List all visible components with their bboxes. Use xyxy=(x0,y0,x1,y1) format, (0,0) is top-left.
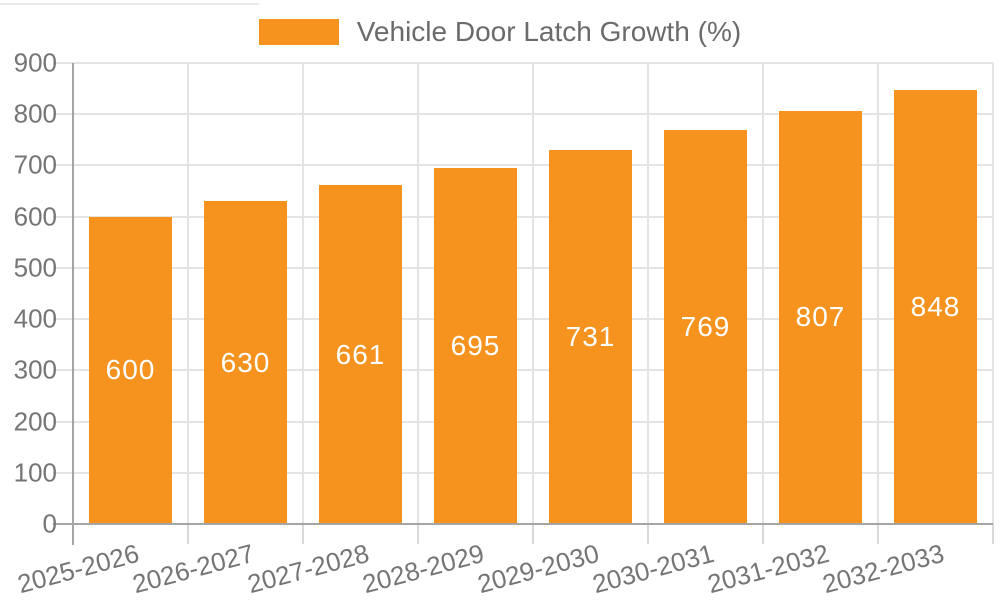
y-tick-mark xyxy=(53,266,73,269)
x-tick-label: 2028-2029 xyxy=(359,538,488,600)
x-axis-line xyxy=(53,523,993,525)
x-tick-mark xyxy=(877,524,879,544)
y-tick-label: 600 xyxy=(13,201,57,232)
y-tick-mark xyxy=(53,164,73,167)
bar-value-label: 848 xyxy=(910,290,961,322)
x-tick-label: 2026-2027 xyxy=(129,538,258,600)
bar-2027-2028: 661 xyxy=(319,185,402,524)
x-tick-mark xyxy=(532,524,534,544)
x-tick-mark xyxy=(417,524,419,544)
x-tick-label: 2030-2031 xyxy=(589,538,718,600)
bar-value-label: 630 xyxy=(220,346,271,378)
bar-2030-2031: 769 xyxy=(664,130,747,524)
bar-2032-2033: 848 xyxy=(894,89,977,524)
legend: Vehicle Door Latch Growth (%) xyxy=(0,16,1000,48)
bar-value-label: 695 xyxy=(450,329,501,361)
y-tick-mark xyxy=(53,215,73,218)
top-border-line xyxy=(0,3,259,5)
bar-2026-2027: 630 xyxy=(204,201,287,524)
bar-value-label: 661 xyxy=(335,338,386,370)
y-tick-label: 0 xyxy=(42,508,57,539)
bar-value-label: 731 xyxy=(565,320,616,352)
y-tick-label: 700 xyxy=(13,149,57,180)
bar-2031-2032: 807 xyxy=(779,110,862,524)
x-gridline xyxy=(417,63,419,524)
bar-value-label: 600 xyxy=(105,354,156,386)
bar-2025-2026: 600 xyxy=(89,216,172,524)
bar-2028-2029: 695 xyxy=(434,168,517,524)
bar-2029-2030: 731 xyxy=(549,149,632,524)
y-tick-label: 200 xyxy=(13,406,57,437)
y-tick-mark xyxy=(53,369,73,372)
y-tick-label: 300 xyxy=(13,354,57,385)
legend-swatch-icon xyxy=(258,19,339,45)
bar-value-label: 807 xyxy=(795,301,846,333)
y-tick-mark xyxy=(53,62,73,64)
x-gridline xyxy=(992,63,994,524)
x-tick-mark xyxy=(762,524,764,544)
x-gridline xyxy=(302,63,304,524)
x-tick-label: 2025-2026 xyxy=(14,538,143,600)
x-tick-mark xyxy=(302,524,304,544)
y-tick-label: 800 xyxy=(13,98,57,129)
x-gridline xyxy=(762,63,764,524)
plot-area: 600 630 661 695 731 769 807 848 xyxy=(73,62,994,524)
y-tick-label: 100 xyxy=(13,457,57,488)
y-tick-label: 900 xyxy=(13,47,57,78)
y-tick-label: 400 xyxy=(13,303,57,334)
x-gridline xyxy=(532,63,534,524)
y-tick-mark xyxy=(53,318,73,321)
x-gridline xyxy=(647,63,649,524)
x-tick-label: 2031-2032 xyxy=(704,538,833,600)
x-tick-mark xyxy=(187,524,189,544)
y-tick-mark xyxy=(53,420,73,423)
x-gridline xyxy=(877,63,879,524)
x-tick-mark xyxy=(647,524,649,544)
x-tick-label: 2027-2028 xyxy=(244,538,373,600)
y-tick-mark xyxy=(53,113,73,116)
x-tick-label: 2032-2033 xyxy=(819,538,948,600)
legend-label: Vehicle Door Latch Growth (%) xyxy=(356,16,742,47)
bar-value-label: 769 xyxy=(680,311,731,343)
y-axis-line xyxy=(72,63,74,545)
y-tick-label: 500 xyxy=(13,252,57,283)
x-tick-mark xyxy=(992,524,994,544)
y-tick-mark xyxy=(53,471,73,474)
x-tick-label: 2029-2030 xyxy=(474,538,603,600)
x-gridline xyxy=(187,63,189,524)
